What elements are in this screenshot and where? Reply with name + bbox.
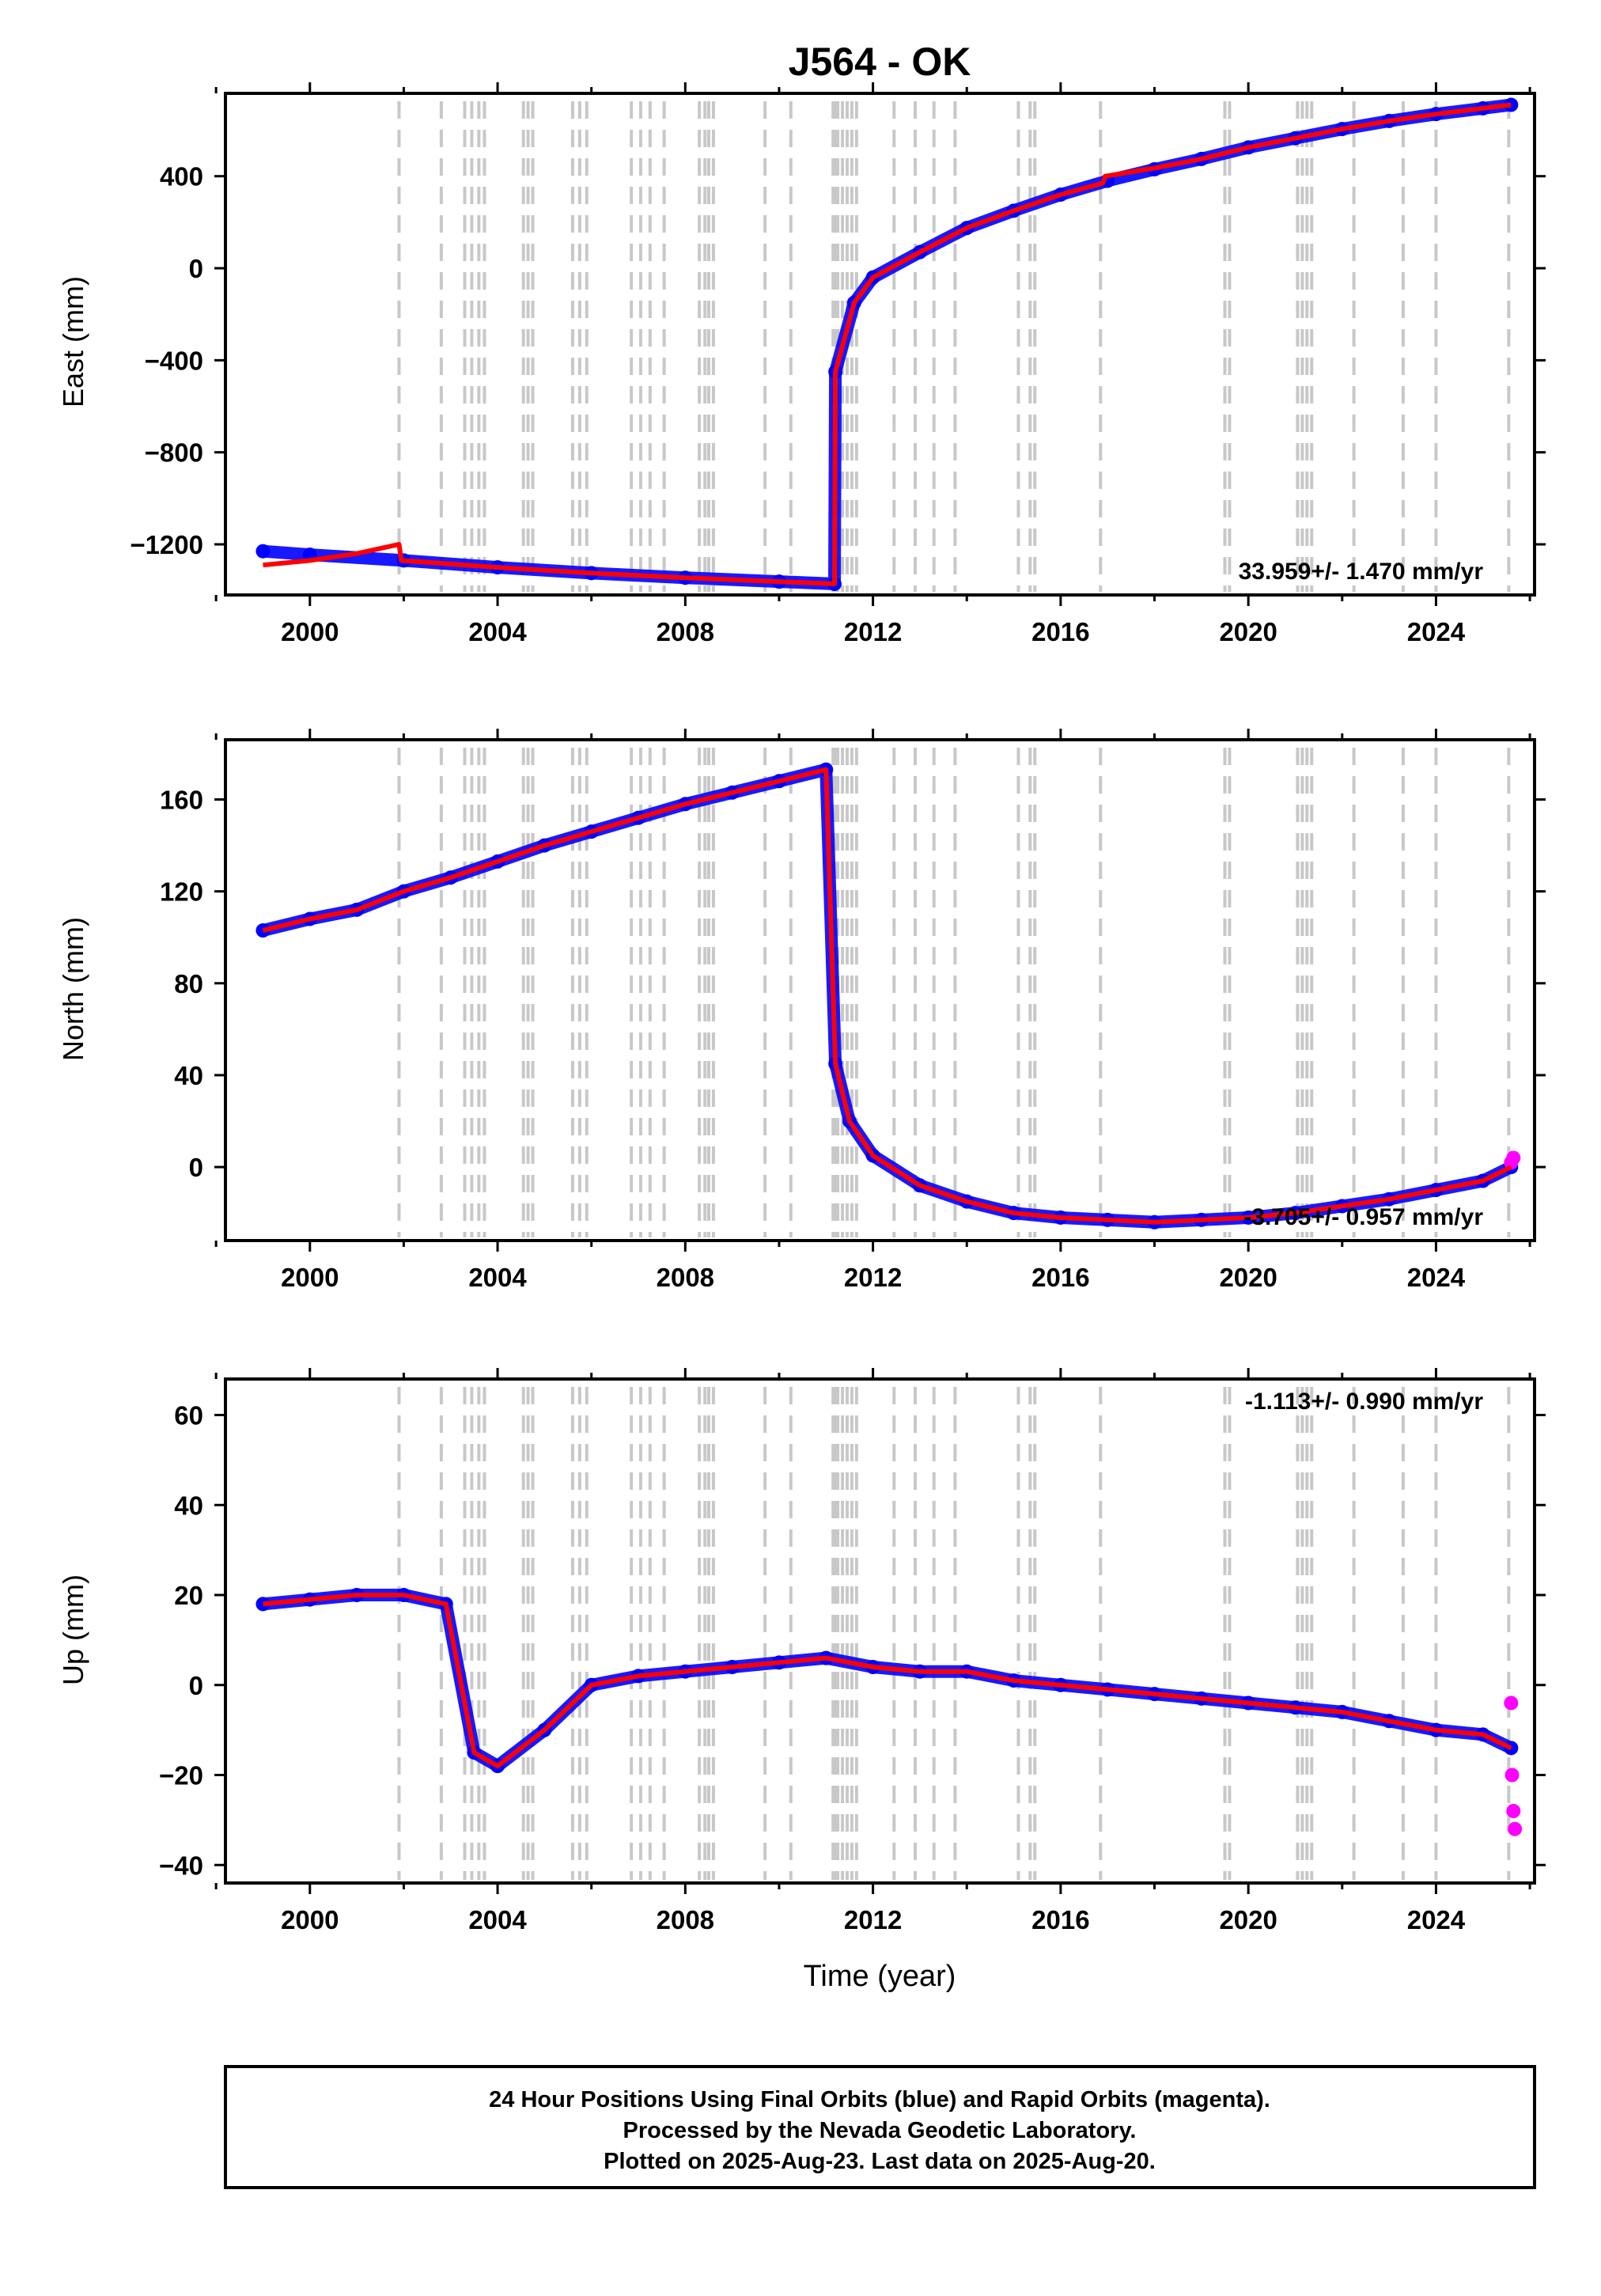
plot-frame <box>224 92 1536 597</box>
x-tick-label: 2004 <box>468 1263 527 1292</box>
footer-box <box>224 2065 1536 2189</box>
y-axis-label: North (mm) <box>57 917 89 1061</box>
x-tick-label: 2008 <box>657 1263 714 1292</box>
magenta-point <box>1506 1150 1521 1165</box>
footer-line-3: Plotted on 2025-Aug-23. Last data on 202… <box>604 2149 1156 2174</box>
y-tick-label: 40 <box>174 1491 203 1520</box>
y-tick-label: 160 <box>160 785 203 814</box>
x-tick-label: 2000 <box>281 1263 339 1292</box>
series-magenta <box>1504 1150 1521 1170</box>
panel-3: 2000 2004 2008 2012 2016 2020 2024 −40 −20 0 20 40 6… <box>57 1368 1546 1934</box>
x-tick-label: 2000 <box>281 617 339 646</box>
x-tick-label: 2016 <box>1031 1905 1089 1934</box>
series-blue <box>255 97 1519 592</box>
rate-label: -3.705+/- 0.957 mm/yr <box>1243 1204 1483 1230</box>
magenta-point <box>1504 1767 1520 1783</box>
footer-line-1: 24 Hour Positions Using Final Orbits (bl… <box>489 2087 1270 2112</box>
y-tick-label: 60 <box>174 1401 203 1430</box>
magenta-point <box>1508 1821 1523 1836</box>
model-fit-line <box>262 767 1512 1225</box>
plot-frame <box>224 738 1536 1242</box>
chart-title: J564 - OK <box>789 40 971 84</box>
y-axis-label: East (mm) <box>57 276 89 407</box>
x-tick-label: 2000 <box>281 1905 339 1934</box>
x-axis-label: Time (year) <box>804 1960 956 1993</box>
x-tick-label: 2004 <box>468 617 527 646</box>
x-tick-label: 2024 <box>1407 1905 1466 1934</box>
x-tick-label: 2024 <box>1407 617 1466 646</box>
panels: 2000 2004 2008 2012 2016 2020 2024−1200−800−40… <box>57 82 1546 1934</box>
x-tick-label: 2012 <box>844 1263 902 1292</box>
x-tick-label: 2020 <box>1219 1263 1277 1292</box>
series-magenta <box>1504 1695 1523 1836</box>
x-tick-label: 2016 <box>1031 1263 1089 1292</box>
y-tick-label: −20 <box>159 1761 203 1790</box>
y-tick-label: 20 <box>174 1581 203 1610</box>
x-tick-label: 2004 <box>468 1905 527 1934</box>
y-tick-label: 0 <box>189 1671 203 1700</box>
y-tick-label: 40 <box>174 1061 203 1090</box>
x-tick-label: 2008 <box>657 617 714 646</box>
panel-1: 2000 2004 2008 2012 2016 2020 2024 −1200 −800 −40… <box>57 82 1546 646</box>
rate-label: 33.959+/- 1.470 mm/yr <box>1239 559 1484 585</box>
footer-line-2: Processed by the Nevada Geodetic Laborat… <box>623 2118 1137 2143</box>
y-tick-label: −1200 <box>130 530 203 559</box>
magenta-point <box>1506 1804 1521 1818</box>
x-tick-label: 2024 <box>1407 1263 1466 1292</box>
x-tick-label: 2012 <box>844 1905 902 1934</box>
panel-2: 2000 2004 2008 2012 2016 2020 2024 0 40 80 120 160 N… <box>57 729 1546 1292</box>
y-tick-label: 0 <box>189 1153 203 1182</box>
model-fit-line <box>263 102 1512 586</box>
x-tick-label: 2020 <box>1219 617 1277 646</box>
series-blue <box>255 1588 1519 1774</box>
x-tick-label: 2020 <box>1219 1905 1277 1934</box>
y-axis-label: Up (mm) <box>57 1574 89 1685</box>
y-tick-label: 400 <box>160 162 203 191</box>
blue-band <box>261 763 1514 1229</box>
x-tick-label: 2008 <box>657 1905 714 1934</box>
magenta-point <box>1504 1695 1519 1711</box>
y-tick-label: 120 <box>160 877 203 907</box>
x-tick-label: 2016 <box>1031 617 1089 646</box>
y-tick-label: −800 <box>145 438 203 468</box>
series-blue <box>255 762 1519 1229</box>
model-fit-line <box>263 1593 1512 1769</box>
y-tick-label: 80 <box>174 969 203 998</box>
x-tick-label: 2012 <box>844 617 902 646</box>
plot-frame <box>224 1377 1536 1885</box>
y-tick-label: −40 <box>159 1851 203 1880</box>
y-tick-label: 0 <box>189 254 203 283</box>
y-tick-label: −400 <box>145 346 203 375</box>
rate-label: -1.113+/- 0.990 mm/yr <box>1245 1389 1483 1415</box>
blue-band <box>262 98 1512 590</box>
